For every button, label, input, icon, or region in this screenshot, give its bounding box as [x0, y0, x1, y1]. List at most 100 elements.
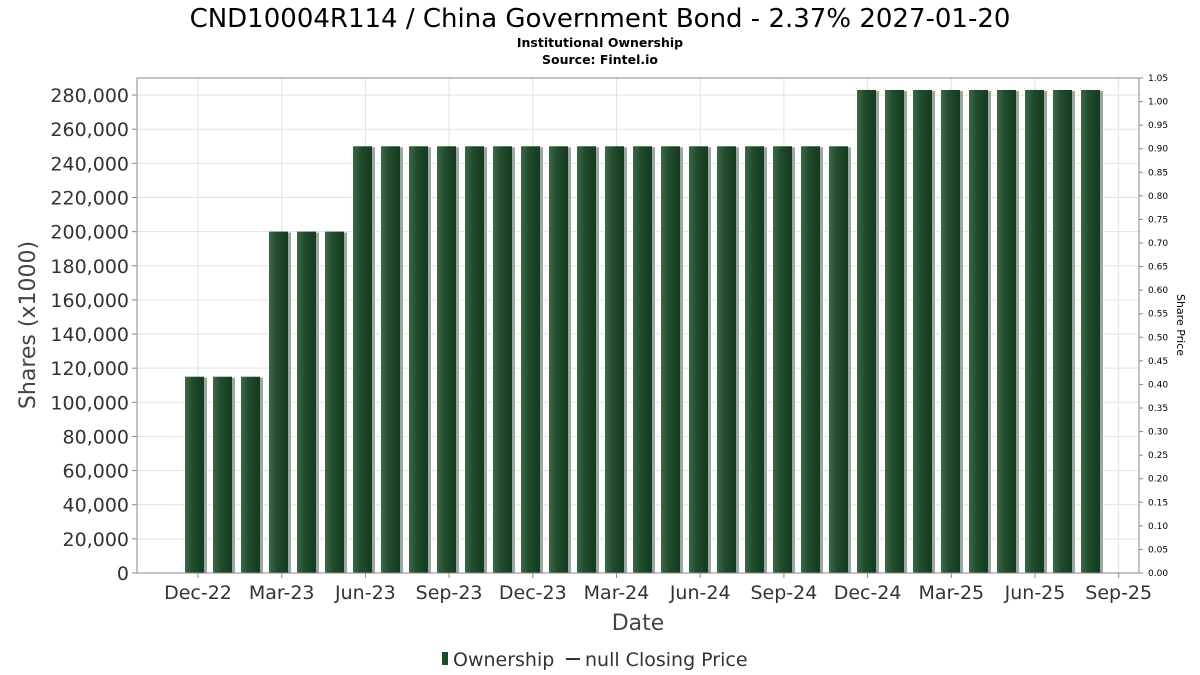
- bar-body: [997, 89, 1016, 573]
- bar: [885, 89, 907, 573]
- bar-body: [185, 376, 204, 573]
- y2-tick-label: 0.45: [1148, 357, 1168, 367]
- bar: [325, 231, 347, 573]
- y2-tick-label: 0.65: [1148, 263, 1168, 273]
- y2-tick-label: 0.25: [1148, 451, 1168, 461]
- y-tick-label: 280,000: [50, 85, 129, 107]
- y2-tick-label: 0.75: [1148, 215, 1168, 225]
- y2-axis-label: Share Price: [1174, 294, 1187, 356]
- y2-tick-label: 0.10: [1148, 522, 1168, 532]
- bar: [409, 146, 431, 573]
- bar: [353, 146, 375, 573]
- bar: [1081, 89, 1103, 573]
- y2-tick-label: 0.05: [1148, 545, 1168, 555]
- bar-body: [437, 146, 456, 573]
- y-tick-label: 80,000: [63, 426, 129, 448]
- bar: [381, 146, 403, 573]
- bar-body: [913, 89, 932, 573]
- bar-body: [269, 231, 288, 573]
- bar: [549, 146, 571, 573]
- bar-body: [297, 231, 316, 573]
- bar-series-ownership: [185, 89, 1103, 573]
- plot-area-border: [136, 77, 1140, 574]
- x-axis-label: Date: [612, 611, 665, 636]
- x-tick-label: Dec-22: [164, 582, 232, 604]
- y-tick-label: 120,000: [50, 358, 129, 380]
- bar: [717, 146, 739, 573]
- bar: [465, 146, 487, 573]
- x-tick-label: Sep-24: [750, 582, 817, 604]
- bar: [633, 146, 655, 573]
- bar: [521, 146, 543, 573]
- x-tick-label: Dec-23: [499, 582, 567, 604]
- chart-source: Source: Fintel.io: [542, 52, 658, 67]
- bar-body: [633, 146, 652, 573]
- x-axis-ticks: Dec-22 Mar-23 Jun-23 Sep-23 Dec-23 Mar-24 Jun-…: [164, 573, 1152, 604]
- bar: [269, 231, 291, 573]
- y2-tick-label: 0.60: [1148, 286, 1168, 296]
- legend-label-ownership: Ownership: [453, 649, 554, 671]
- bar-body: [521, 146, 540, 573]
- y2-tick-label: 0.15: [1148, 498, 1168, 508]
- chart-subtitle: Institutional Ownership: [517, 35, 683, 50]
- bar-body: [577, 146, 596, 573]
- legend-marker-ownership: [442, 652, 448, 665]
- bar: [605, 146, 627, 573]
- y2-tick-label: 0.20: [1148, 475, 1168, 485]
- bar: [941, 89, 963, 573]
- y-tick-label: 160,000: [50, 290, 129, 312]
- bar-body: [745, 146, 764, 573]
- y-axis-ticks: 0 20,000 40,000 60,000 80,000 100,000 120,000 1…: [50, 85, 137, 585]
- bar-body: [1081, 89, 1100, 573]
- y2-tick-label: 0.40: [1148, 380, 1168, 390]
- bar-body: [885, 89, 904, 573]
- y2-tick-label: 0.85: [1148, 168, 1168, 178]
- bar-body: [465, 146, 484, 573]
- bar-body: [1025, 89, 1044, 573]
- y-tick-label: 200,000: [50, 222, 129, 244]
- bar: [689, 146, 711, 573]
- x-tick-label: Mar-25: [918, 582, 984, 604]
- y2-tick-label: 0.95: [1148, 121, 1168, 131]
- x-tick-label: Jun-24: [669, 582, 731, 604]
- bar-body: [661, 146, 680, 573]
- y-axis-label: Shares (x1000): [16, 241, 41, 409]
- x-tick-label: Mar-23: [249, 582, 315, 604]
- y-tick-label: 100,000: [50, 392, 129, 414]
- legend-label-closing-price: null Closing Price: [585, 649, 748, 671]
- bar: [493, 146, 515, 573]
- bar-body: [605, 146, 624, 573]
- bar-body: [969, 89, 988, 573]
- bar-body: [213, 376, 232, 573]
- bar-body: [773, 146, 792, 573]
- bar: [745, 146, 767, 573]
- bar-body: [717, 146, 736, 573]
- legend: Ownership null Closing Price: [442, 649, 748, 671]
- bar-body: [1053, 89, 1072, 573]
- y2-tick-label: 0.50: [1148, 333, 1168, 343]
- y-tick-label: 260,000: [50, 119, 129, 141]
- bar: [969, 89, 991, 573]
- bar: [1025, 89, 1047, 573]
- y2-tick-label: 0.55: [1148, 310, 1168, 320]
- x-tick-label: Mar-24: [584, 582, 650, 604]
- x-tick-label: Jun-25: [1004, 582, 1066, 604]
- y-tick-label: 180,000: [50, 256, 129, 278]
- y-tick-label: 20,000: [63, 529, 129, 551]
- y2-tick-label: 0.90: [1148, 145, 1168, 155]
- x-tick-label: Dec-24: [834, 582, 902, 604]
- y2-axis-ticks: 0.00 0.05 0.10 0.15 0.20 0.25 0.30 0.35 0.40 0.45…: [1139, 74, 1168, 579]
- bar: [773, 146, 795, 573]
- y2-tick-label: 0.80: [1148, 192, 1168, 202]
- y-tick-label: 240,000: [50, 153, 129, 175]
- y2-tick-label: 0.70: [1148, 239, 1168, 249]
- bar-body: [241, 376, 260, 573]
- bar: [241, 376, 263, 573]
- bar: [661, 146, 683, 573]
- bar: [185, 376, 207, 573]
- bar: [577, 146, 599, 573]
- chart-title: CND10004R114 / China Government Bond - 2…: [190, 4, 1011, 34]
- y2-tick-label: 1.00: [1148, 98, 1168, 108]
- y2-tick-label: 0.30: [1148, 428, 1168, 438]
